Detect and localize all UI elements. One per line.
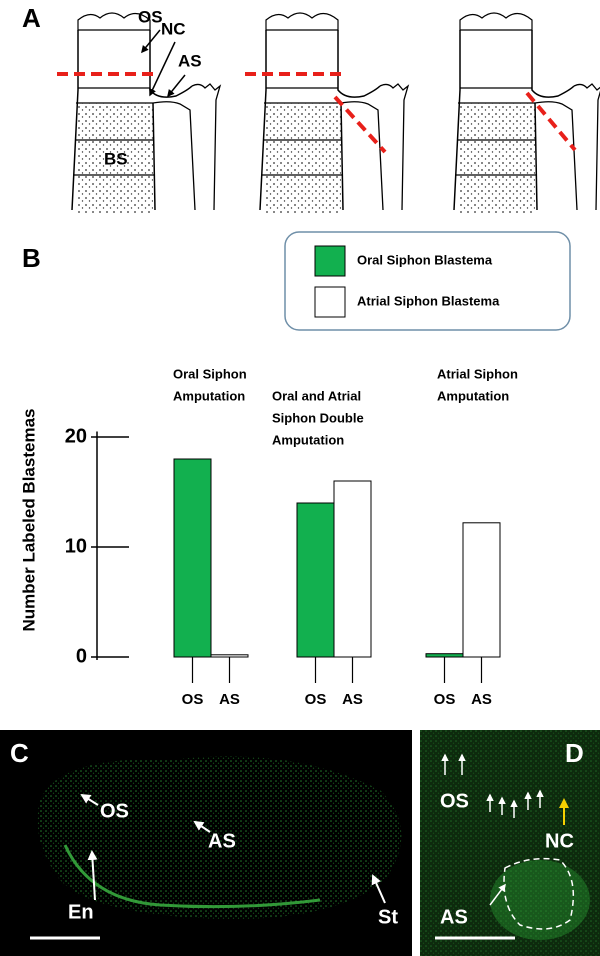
- arrows: [141, 29, 186, 98]
- annotation: OS: [100, 800, 129, 822]
- arrows: [441, 753, 544, 906]
- group-title: Amputation: [173, 388, 245, 403]
- x-tick-label: AS: [471, 691, 492, 708]
- x-tick-label: AS: [342, 691, 363, 708]
- x-tick-label: OS: [305, 691, 327, 708]
- y-tick-label: 10: [65, 535, 87, 557]
- siphon-drawing: [259, 12, 409, 214]
- panel-label: B: [22, 243, 41, 273]
- x-tick-label: OS: [182, 691, 204, 708]
- siphon-drawing: [71, 12, 221, 214]
- legend-label: Atrial Siphon Blastema: [357, 293, 500, 308]
- annotation: OS: [440, 790, 469, 812]
- tissue: [63, 844, 321, 909]
- y-tick-label: 20: [65, 425, 87, 447]
- tissue: [420, 730, 600, 956]
- arrows: [80, 793, 386, 904]
- bar: [333, 480, 372, 658]
- annotation: AS: [208, 830, 236, 852]
- group-title: Amputation: [437, 388, 509, 403]
- cut-lines: [57, 72, 577, 154]
- bar: [210, 654, 249, 658]
- panel-label: A: [22, 3, 41, 33]
- bar: [173, 458, 212, 658]
- panel-b: B Number Labeled Blastemas 0 10 20 Oral Sip…: [19, 231, 571, 708]
- group-title: Oral Siphon: [173, 366, 247, 381]
- panel-label: C: [10, 738, 29, 768]
- panel-label: D: [565, 738, 584, 768]
- tissue: [490, 860, 590, 940]
- group-title: Atrial Siphon: [437, 366, 518, 381]
- group-title: Oral and Atrial: [272, 388, 361, 403]
- bar: [462, 522, 501, 658]
- x-tick-label: AS: [219, 691, 240, 708]
- y-tick-label: 0: [76, 645, 87, 667]
- y-axis-label: Number Labeled Blastemas: [19, 409, 38, 632]
- panel-a: A OS NC AS BS: [22, 3, 600, 214]
- legend-label: Oral Siphon Blastema: [357, 252, 493, 267]
- annotation: AS: [440, 906, 468, 928]
- group-title: Siphon Double: [272, 410, 364, 425]
- bar: [425, 653, 464, 658]
- tissue: [37, 756, 402, 919]
- legend-box: [284, 231, 571, 331]
- x-tick-label: OS: [434, 691, 456, 708]
- annotation: NC: [161, 19, 186, 38]
- panel-c: C OS AS En St: [0, 730, 412, 956]
- panel-d: D OS NC AS: [420, 730, 600, 956]
- legend-swatch: [314, 286, 346, 318]
- outline: [503, 857, 575, 930]
- annotation: OS: [138, 7, 163, 26]
- annotation: NC: [545, 830, 574, 852]
- annotation: BS: [104, 149, 128, 168]
- legend-swatch: [314, 245, 346, 277]
- annotation: En: [68, 901, 94, 923]
- siphon-drawing: [453, 12, 600, 214]
- annotation: St: [378, 906, 398, 928]
- annotation: AS: [178, 51, 202, 70]
- bar: [296, 502, 335, 658]
- group-title: Amputation: [272, 432, 344, 447]
